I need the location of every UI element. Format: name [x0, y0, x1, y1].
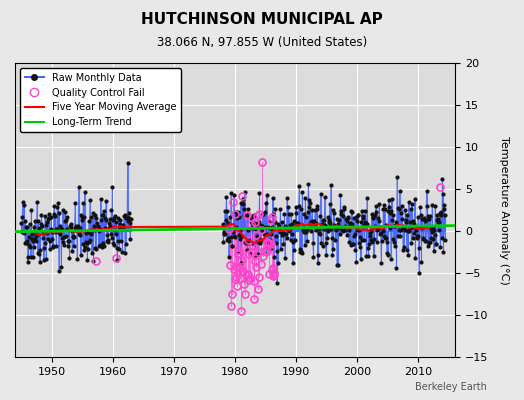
- Legend: Raw Monthly Data, Quality Control Fail, Five Year Moving Average, Long-Term Tren: Raw Monthly Data, Quality Control Fail, …: [20, 68, 181, 132]
- Text: 38.066 N, 97.855 W (United States): 38.066 N, 97.855 W (United States): [157, 36, 367, 49]
- Y-axis label: Temperature Anomaly (°C): Temperature Anomaly (°C): [499, 136, 509, 284]
- Text: Berkeley Earth: Berkeley Earth: [416, 382, 487, 392]
- Text: HUTCHINSON MUNICIPAL AP: HUTCHINSON MUNICIPAL AP: [141, 12, 383, 27]
